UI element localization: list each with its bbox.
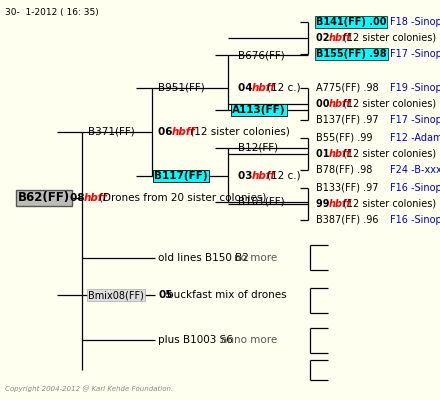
- Text: hbff: hbff: [84, 193, 107, 203]
- Text: (12 c.): (12 c.): [268, 83, 301, 93]
- Text: (12 sister colonies): (12 sister colonies): [343, 99, 436, 109]
- Text: B133(FF) .97: B133(FF) .97: [316, 183, 378, 193]
- Text: B371(FF): B371(FF): [88, 127, 135, 137]
- Text: B55(FF) .99: B55(FF) .99: [316, 133, 373, 143]
- Text: (12 sister colonies): (12 sister colonies): [343, 199, 436, 209]
- Text: F16 -Sinop62R: F16 -Sinop62R: [390, 183, 440, 193]
- Text: 05: 05: [158, 290, 172, 300]
- Text: B676(FF): B676(FF): [238, 50, 285, 60]
- Text: A775(FF) .98: A775(FF) .98: [316, 83, 379, 93]
- Text: hbff: hbff: [329, 199, 351, 209]
- Text: (12 c.): (12 c.): [268, 171, 301, 181]
- Text: hbff: hbff: [329, 99, 351, 109]
- Text: hbff: hbff: [329, 149, 351, 159]
- Text: B117(FF): B117(FF): [154, 171, 208, 181]
- Text: Bmix08(FF): Bmix08(FF): [88, 290, 144, 300]
- Text: hbff: hbff: [252, 83, 275, 93]
- Text: F18 -Sinop62R: F18 -Sinop62R: [390, 17, 440, 27]
- Text: 02: 02: [316, 33, 333, 43]
- Text: F16 -Sinop62R: F16 -Sinop62R: [390, 215, 440, 225]
- Text: anno more: anno more: [221, 335, 277, 345]
- Text: 00: 00: [316, 99, 333, 109]
- Text: B137(FF) .97: B137(FF) .97: [316, 115, 379, 125]
- Text: F17 -Sinop62R: F17 -Sinop62R: [390, 115, 440, 125]
- Text: hbff: hbff: [172, 127, 195, 137]
- Text: 30-  1-2012 ( 16: 35): 30- 1-2012 ( 16: 35): [5, 8, 99, 17]
- Text: F17 -Sinop62R: F17 -Sinop62R: [390, 49, 440, 59]
- Text: 99: 99: [316, 199, 333, 209]
- Text: B12(FF): B12(FF): [238, 143, 278, 153]
- Text: B155(FF) .98: B155(FF) .98: [316, 49, 387, 59]
- Text: B141(FF) .00: B141(FF) .00: [316, 17, 386, 27]
- Text: 06: 06: [158, 127, 176, 137]
- Text: F19 -Sinop62R: F19 -Sinop62R: [390, 83, 440, 93]
- Text: B62(FF): B62(FF): [18, 192, 70, 204]
- Text: F24 -B-xxx43: F24 -B-xxx43: [390, 165, 440, 175]
- Text: Copyright 2004-2012 @ Karl Kehde Foundation.: Copyright 2004-2012 @ Karl Kehde Foundat…: [5, 385, 173, 392]
- Text: 04: 04: [238, 83, 256, 93]
- Text: hbff: hbff: [252, 171, 275, 181]
- Text: 08: 08: [70, 193, 88, 203]
- Text: B387(FF) .96: B387(FF) .96: [316, 215, 378, 225]
- Text: (12 sister colonies): (12 sister colonies): [343, 33, 436, 43]
- Text: hbff: hbff: [329, 33, 351, 43]
- Text: 03: 03: [238, 171, 256, 181]
- Text: B78(FF) .98: B78(FF) .98: [316, 165, 372, 175]
- Text: B101(FF): B101(FF): [238, 197, 285, 207]
- Text: no more: no more: [234, 253, 277, 263]
- Text: 01: 01: [316, 149, 333, 159]
- Text: F12 -Adami75R: F12 -Adami75R: [390, 133, 440, 143]
- Text: A113(FF): A113(FF): [232, 105, 286, 115]
- Text: (12 sister colonies): (12 sister colonies): [343, 149, 436, 159]
- Text: (12 sister colonies): (12 sister colonies): [187, 127, 290, 137]
- Text: plus B1003 S6: plus B1003 S6: [158, 335, 236, 345]
- Text: (Drones from 20 sister colonies): (Drones from 20 sister colonies): [99, 193, 267, 203]
- Text: B951(FF): B951(FF): [158, 83, 205, 93]
- Text: old lines B150 B2: old lines B150 B2: [158, 253, 249, 263]
- Text: buckfast mix of drones: buckfast mix of drones: [167, 290, 286, 300]
